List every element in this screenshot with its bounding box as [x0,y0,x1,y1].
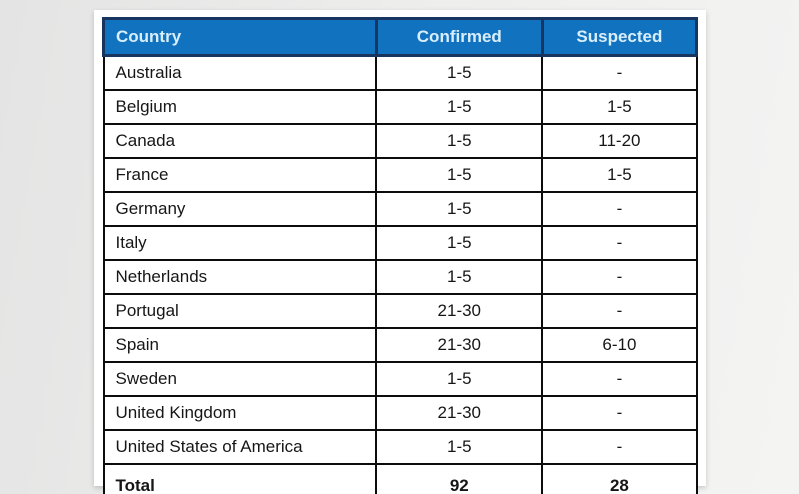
cell-suspected: - [541,395,698,431]
cell-country: Germany [102,191,378,227]
cell-country: Belgium [102,89,378,125]
table-row: Italy 1-5- [102,225,698,261]
table-row: United States of America 1-5- [102,429,698,465]
table-footer: Total 92 28 [102,463,698,494]
cell-country: Sweden [102,361,378,397]
table-row: Australia 1-5- [102,54,698,91]
table-card: Country Confirmed Suspected Australia 1-5… [94,10,706,494]
cell-suspected: - [541,361,698,397]
cell-suspected: - [541,191,698,227]
cell-confirmed: 1-5 [375,259,544,295]
cell-country: Australia [102,54,378,91]
cell-suspected: 11-20 [541,123,698,159]
cell-country: France [102,157,378,193]
cell-confirmed: 21-30 [375,293,544,329]
cell-confirmed: 1-5 [375,225,544,261]
total-label: Total [102,463,378,494]
cell-country: Spain [102,327,378,363]
cell-confirmed: 1-5 [375,89,544,125]
table-row: Portugal 21-30- [102,293,698,329]
table-row: United Kingdom 21-30- [102,395,698,431]
cell-confirmed: 1-5 [375,123,544,159]
total-row: Total 92 28 [102,463,698,494]
cell-country: United States of America [102,429,378,465]
column-header-country: Country [102,17,378,57]
cell-country: Netherlands [102,259,378,295]
cell-confirmed: 1-5 [375,429,544,465]
cell-confirmed: 1-5 [375,361,544,397]
table-row: Belgium 1-5 1-5 [102,89,698,125]
table-row: Netherlands 1-5- [102,259,698,295]
cell-confirmed: 1-5 [375,191,544,227]
cell-confirmed: 21-30 [375,395,544,431]
table-row: France 1-5 1-5 [102,157,698,193]
table-header: Country Confirmed Suspected [102,17,699,57]
column-header-suspected: Suspected [540,17,699,57]
table-row: Spain 21-30 6-10 [102,327,698,363]
cell-suspected: - [541,225,698,261]
total-suspected: 28 [541,463,698,494]
table-row: Sweden 1-5- [102,361,698,397]
cell-country: Portugal [102,293,378,329]
table-body: Australia 1-5- Belgium 1-5 1-5 Canada 1-5 11-20… [102,54,698,465]
cell-confirmed: 21-30 [375,327,544,363]
column-header-confirmed: Confirmed [374,17,544,57]
cell-country: Canada [102,123,378,159]
cell-suspected: - [541,259,698,295]
cell-country: Italy [102,225,378,261]
cell-confirmed: 1-5 [375,54,544,91]
header-row: Country Confirmed Suspected [102,17,699,57]
cell-suspected: - [541,429,698,465]
cell-suspected: - [541,54,698,91]
cell-suspected: 6-10 [541,327,698,363]
cell-suspected: - [541,293,698,329]
total-confirmed: 92 [375,463,544,494]
cell-confirmed: 1-5 [375,157,544,193]
cell-suspected: 1-5 [541,157,698,193]
cases-table: Country Confirmed Suspected Australia 1-5… [102,17,699,494]
table-row: Germany 1-5- [102,191,698,227]
cell-country: United Kingdom [102,395,378,431]
cell-suspected: 1-5 [541,89,698,125]
table-row: Canada 1-5 11-20 [102,123,698,159]
